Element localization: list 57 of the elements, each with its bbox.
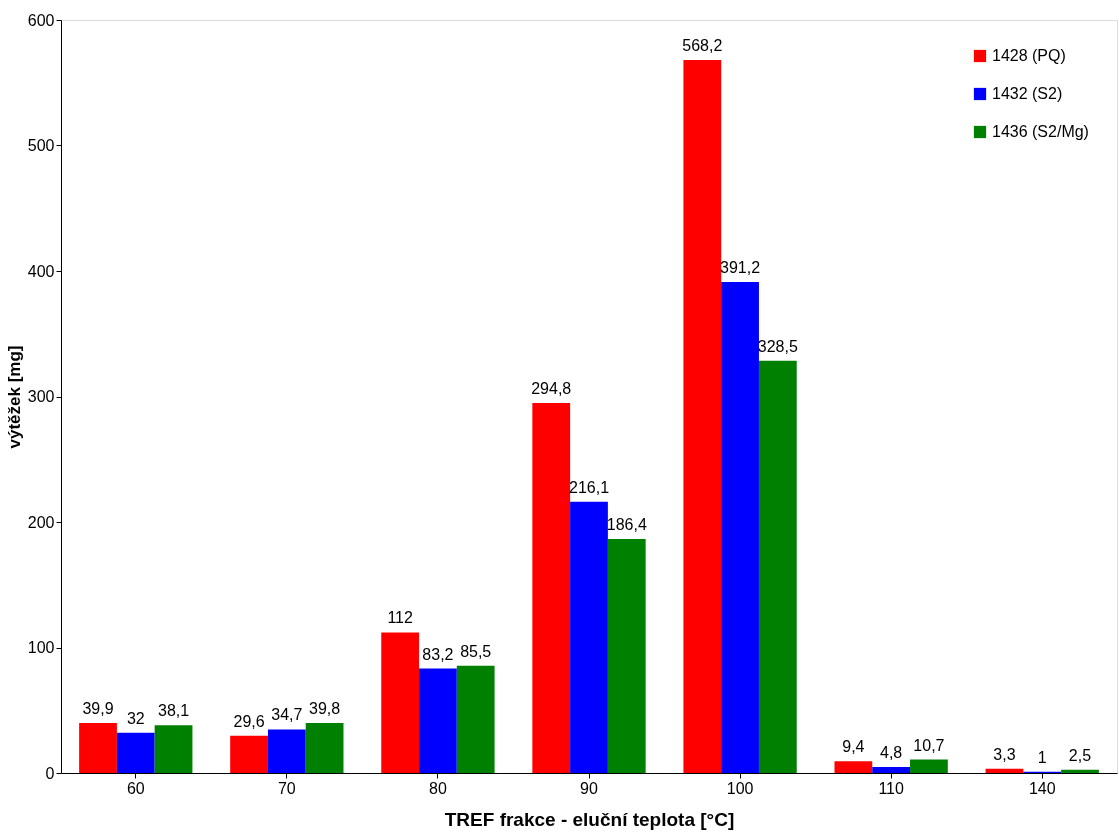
- bar: [267, 729, 306, 773]
- x-axis-title: TREF frakce - eluční teplota [°C]: [444, 808, 735, 830]
- bar: [607, 539, 646, 773]
- data-label: 186,4: [606, 516, 647, 534]
- data-label: 2,5: [1068, 746, 1092, 764]
- x-tick-label: 100: [726, 779, 754, 797]
- data-label: 112: [387, 609, 414, 627]
- bar: [834, 761, 873, 773]
- x-tick-label: 140: [1028, 779, 1056, 797]
- data-label: 10,7: [913, 736, 945, 754]
- data-label: 83,2: [422, 645, 454, 663]
- x-tick-label: 110: [878, 779, 904, 797]
- data-label: 3,3: [993, 745, 1016, 763]
- data-label: 39,8: [309, 700, 341, 718]
- data-label: 1: [1037, 748, 1047, 766]
- bar: [419, 668, 457, 773]
- y-tick-label: 400: [27, 262, 55, 280]
- data-label: 39,9: [82, 699, 114, 717]
- data-label: 85,5: [460, 642, 492, 660]
- data-label: 29,6: [233, 712, 265, 730]
- x-tick-label: 90: [580, 779, 598, 797]
- data-label: 34,7: [271, 706, 303, 724]
- y-tick-label: 300: [27, 388, 55, 405]
- bar: [230, 735, 268, 773]
- bar: [570, 501, 608, 773]
- x-tick-label: 80: [429, 779, 447, 797]
- bar: [872, 766, 911, 773]
- data-label: 38,1: [157, 702, 190, 720]
- legend-label: 1432 (S2): [992, 85, 1063, 102]
- bar: [758, 360, 797, 773]
- y-tick-label: 500: [27, 137, 55, 154]
- data-label: 9,4: [842, 738, 865, 756]
- data-label: 568,2: [682, 36, 723, 54]
- bar: [381, 632, 420, 773]
- bar: [721, 282, 759, 773]
- bar: [154, 725, 193, 773]
- y-tick-label: 100: [27, 639, 55, 656]
- bar: [116, 732, 155, 773]
- bar: [456, 665, 495, 773]
- bar: [1061, 769, 1099, 773]
- x-tick-label: 60: [126, 779, 145, 797]
- y-tick-label: 0: [45, 764, 55, 782]
- legend-label: 1436 (S2/Mg): [992, 123, 1089, 140]
- x-tick-label: 70: [277, 779, 296, 797]
- bar: [683, 59, 722, 773]
- y-tick-label: 200: [27, 513, 55, 531]
- bar: [910, 759, 948, 773]
- bar: [532, 403, 571, 773]
- data-label: 4,8: [880, 743, 903, 761]
- data-label: 294,8: [531, 380, 572, 398]
- bar: [305, 723, 344, 773]
- y-tick-label: 600: [27, 11, 55, 29]
- bar: [985, 768, 1024, 773]
- y-axis-title: výtěžek [mg]: [4, 345, 24, 449]
- data-label: 32: [126, 709, 145, 727]
- bar: [79, 722, 117, 773]
- legend-label: 1428 (PQ): [992, 47, 1066, 64]
